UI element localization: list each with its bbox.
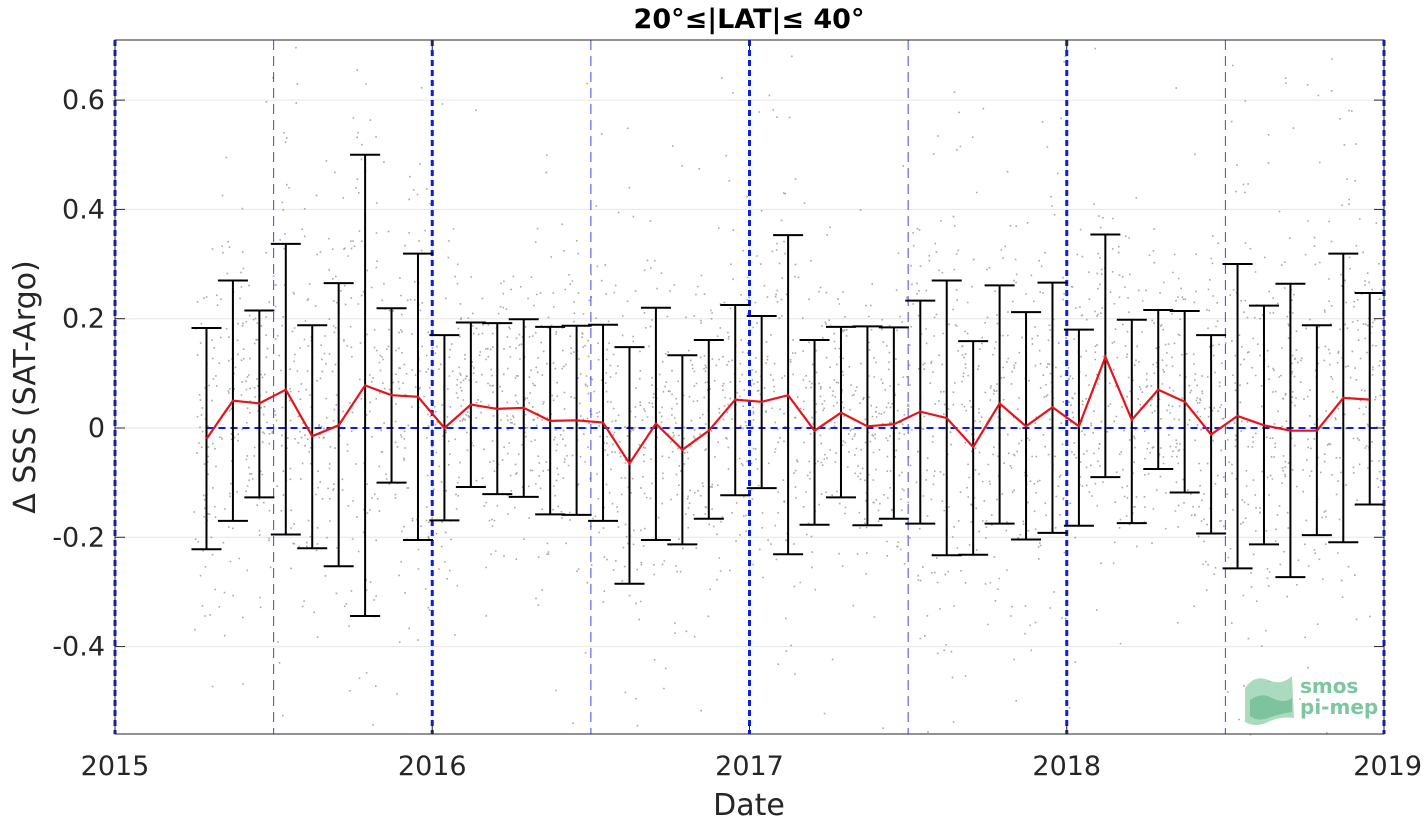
mean-line	[205, 353, 1370, 466]
chart-title: 20°≤|LAT|≤ 40°	[634, 4, 865, 35]
y-tick-label: 0.2	[62, 304, 105, 335]
error-bar	[1063, 328, 1094, 527]
y-axis-label: Δ SSS (SAT-Argo)	[8, 260, 43, 513]
error-bar	[799, 339, 830, 526]
ticks	[114, 40, 1385, 734]
x-tick-label: 2017	[715, 751, 784, 782]
x-tick-labels: 2015 2016 2017 2018 2019	[81, 751, 1422, 782]
y-tick-label: 0.6	[62, 85, 105, 116]
x-tick-label: 2018	[1032, 751, 1101, 782]
y-tick-label: 0.4	[62, 194, 105, 225]
x-axis-label: Date	[713, 788, 785, 819]
logo-text-smos: smos	[1300, 674, 1358, 698]
logo-wave-icon-shade	[1250, 695, 1292, 720]
x-tick-label: 2015	[81, 751, 150, 782]
y-tick-label: -0.2	[52, 522, 105, 553]
y-tick-label: 0	[88, 413, 105, 444]
x-tick-label: 2016	[398, 751, 467, 782]
smos-pi-mep-logo: smos pi-mep	[1245, 674, 1378, 725]
mean-line-group	[205, 353, 1370, 466]
y-tick-label: -0.4	[52, 632, 105, 663]
logo-text-pi-mep: pi-mep	[1300, 695, 1378, 719]
x-tick-label: 2019	[1353, 751, 1422, 782]
y-tick-labels: -0.4 -0.2 0 0.2 0.4 0.6	[52, 85, 105, 662]
